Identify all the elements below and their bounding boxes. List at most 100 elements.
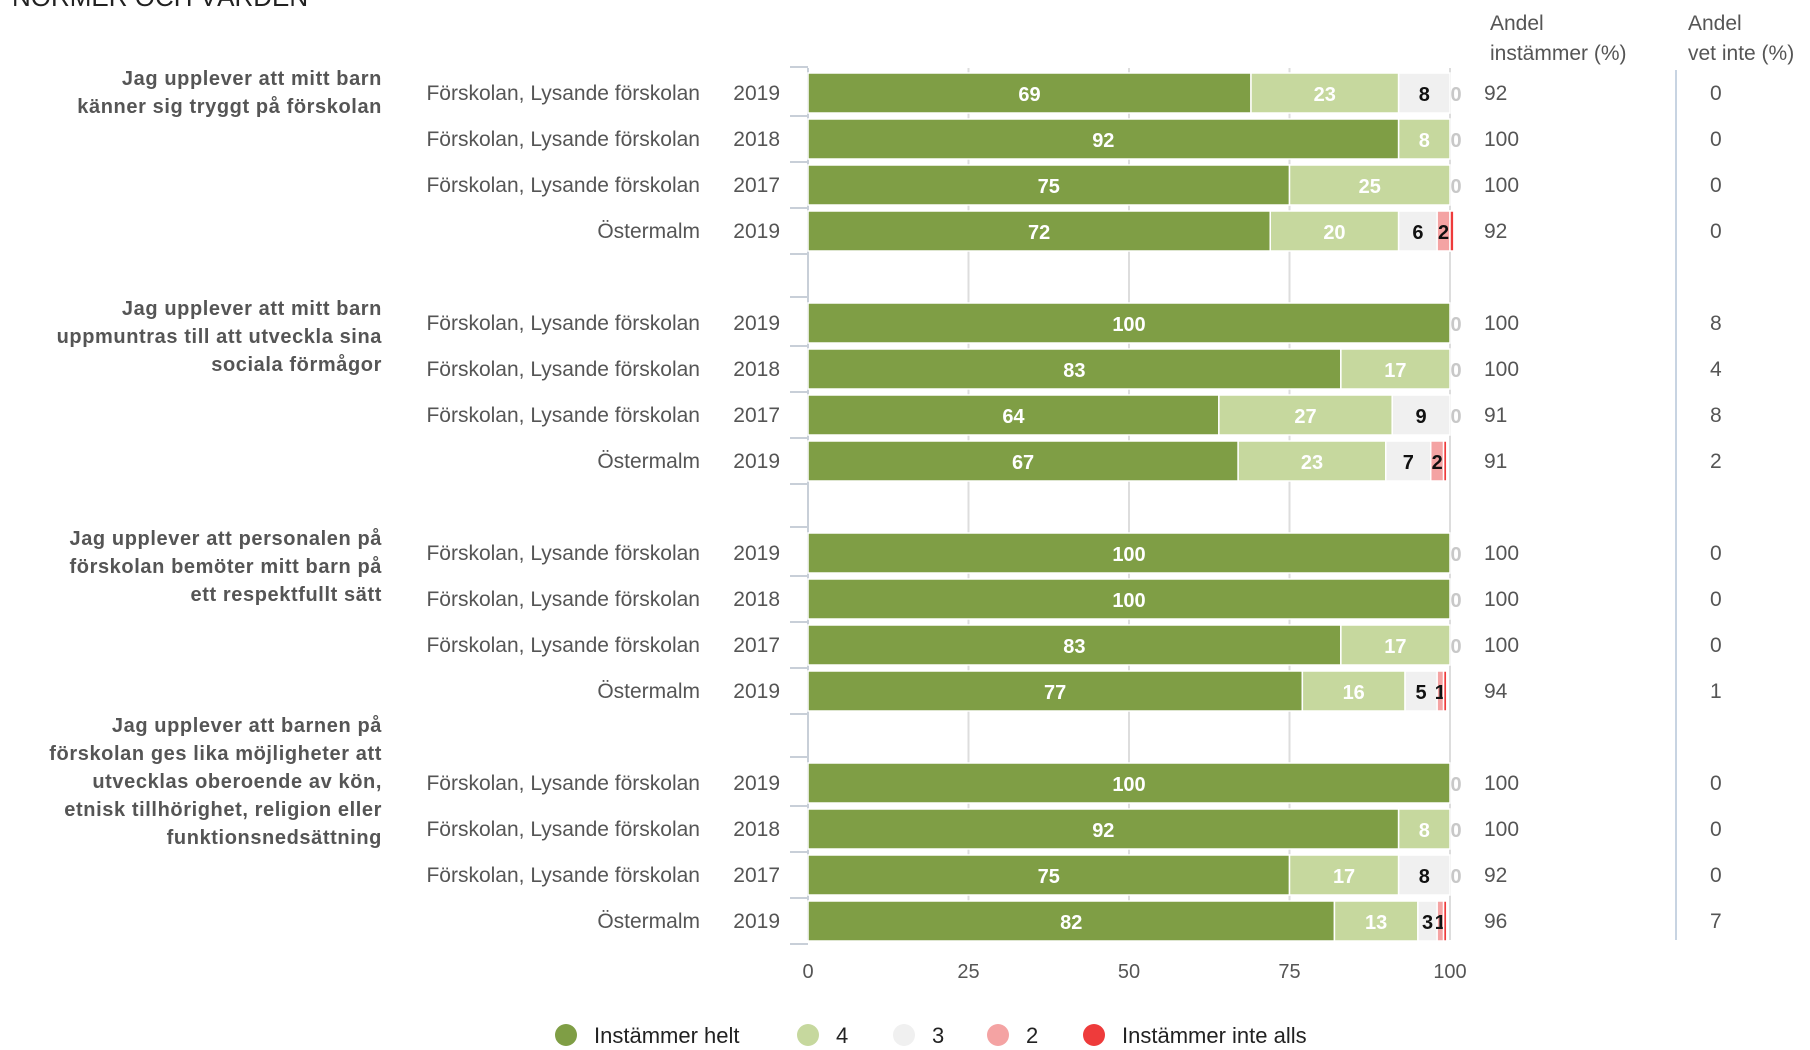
legend-label: 3 <box>932 1023 944 1048</box>
data-label: 100 <box>1112 544 1145 566</box>
agree-share-value: 100 <box>1484 358 1519 381</box>
agree-share-value: 96 <box>1484 910 1507 933</box>
dont-know-column-header: vet inte (%) <box>1688 42 1794 65</box>
x-tick-label: 75 <box>1278 961 1300 983</box>
bar-segment <box>1288 854 1400 896</box>
agree-share-value: 91 <box>1484 404 1507 427</box>
x-tick-label: 50 <box>1118 961 1140 983</box>
data-label: 0 <box>1450 406 1461 428</box>
data-label: 16 <box>1343 682 1365 704</box>
row-name-label: Förskolan, Lysande förskolan <box>426 864 700 887</box>
data-label: 3 <box>1422 912 1433 934</box>
bar-segment <box>1397 808 1451 850</box>
data-label: 23 <box>1314 84 1336 106</box>
dont-know-share-value: 0 <box>1710 542 1722 565</box>
bar-segment <box>807 532 1451 574</box>
data-label: 2 <box>1432 452 1443 474</box>
bar-segment <box>807 394 1220 436</box>
agree-share-value: 92 <box>1484 220 1507 243</box>
agree-share-value: 100 <box>1484 128 1519 151</box>
dont-know-share-value: 0 <box>1710 818 1722 841</box>
section-title: NORMER OCH VÄRDEN <box>12 0 308 12</box>
agree-column-header: instämmer (%) <box>1490 42 1627 65</box>
bar-segment <box>807 670 1304 712</box>
bar-segment <box>1301 670 1406 712</box>
row-year-label: 2017 <box>733 174 780 197</box>
agree-share-value: 92 <box>1484 82 1507 105</box>
bar-segment <box>1333 900 1419 942</box>
data-label: 20 <box>1323 222 1345 244</box>
row-name-label: Förskolan, Lysande förskolan <box>426 174 700 197</box>
question-label: uppmuntras till att utveckla sina <box>57 326 383 348</box>
dont-know-share-value: 8 <box>1710 312 1722 335</box>
bar-segment <box>1385 440 1432 482</box>
data-label: 17 <box>1384 360 1406 382</box>
dont-know-share-value: 2 <box>1710 450 1722 473</box>
bar-segment <box>1340 348 1451 390</box>
bar-segment <box>1237 440 1387 482</box>
row-name-label: Östermalm <box>597 220 700 243</box>
data-label: 92 <box>1092 820 1114 842</box>
row-year-label: 2019 <box>733 910 780 933</box>
data-label: 6 <box>1412 222 1423 244</box>
bar-segment <box>1397 118 1451 160</box>
dont-know-share-value: 1 <box>1710 680 1722 703</box>
bar-segment <box>807 762 1451 804</box>
question-label: funktionsnedsättning <box>167 827 382 849</box>
agree-column-header: Andel <box>1490 12 1544 35</box>
data-label: 0 <box>1450 636 1461 658</box>
agree-share-value: 100 <box>1484 634 1519 657</box>
legend-marker <box>987 1024 1009 1046</box>
bar-segment <box>1397 72 1451 114</box>
data-label: 7 <box>1403 452 1414 474</box>
row-name-label: Förskolan, Lysande förskolan <box>426 128 700 151</box>
bar-segment <box>807 578 1451 620</box>
data-label: 0 <box>1450 360 1461 382</box>
agree-share-value: 91 <box>1484 450 1507 473</box>
bar-segment <box>1340 624 1451 666</box>
dont-know-share-value: 0 <box>1710 588 1722 611</box>
question-label: Jag upplever att mitt barn <box>122 68 382 90</box>
legend-label: Instämmer helt <box>594 1023 740 1048</box>
data-label: 0 <box>1450 176 1461 198</box>
data-label: 9 <box>1416 406 1427 428</box>
row-year-label: 2017 <box>733 864 780 887</box>
bar-segment <box>807 302 1451 344</box>
row-year-label: 2017 <box>733 634 780 657</box>
data-label: 0 <box>1450 866 1461 888</box>
question-label: Jag upplever att barnen på <box>112 714 382 737</box>
data-label: 0 <box>1450 774 1461 796</box>
data-label: 0 <box>1450 820 1461 842</box>
data-label: 64 <box>1002 406 1025 428</box>
dont-know-share-value: 8 <box>1710 404 1722 427</box>
row-year-label: 2019 <box>733 82 780 105</box>
data-label: 27 <box>1294 406 1316 428</box>
dont-know-share-value: 0 <box>1710 220 1722 243</box>
row-year-label: 2018 <box>733 128 780 151</box>
legend-marker <box>1083 1024 1105 1046</box>
row-name-label: Förskolan, Lysande förskolan <box>426 312 700 335</box>
row-name-label: Östermalm <box>597 680 700 703</box>
bar-segment <box>807 164 1291 206</box>
data-label: 0 <box>1450 544 1461 566</box>
bar-segment <box>1442 440 1448 482</box>
row-name-label: Förskolan, Lysande förskolan <box>426 542 700 565</box>
bar-segment <box>1397 210 1438 252</box>
row-year-label: 2019 <box>733 220 780 243</box>
agree-share-value: 100 <box>1484 174 1519 197</box>
bar-segment <box>1404 670 1438 712</box>
data-label: 92 <box>1092 130 1114 152</box>
data-label: 8 <box>1419 84 1430 106</box>
x-tick-label: 100 <box>1433 961 1466 983</box>
row-year-label: 2019 <box>733 680 780 703</box>
agree-share-value: 100 <box>1484 772 1519 795</box>
row-year-label: 2017 <box>733 404 780 427</box>
dont-know-share-value: 0 <box>1710 772 1722 795</box>
agree-share-value: 92 <box>1484 864 1507 887</box>
agree-share-value: 100 <box>1484 588 1519 611</box>
question-label: känner sig tryggt på förskolan <box>77 95 382 118</box>
bar-segment <box>807 900 1336 942</box>
row-name-label: Förskolan, Lysande förskolan <box>426 818 700 841</box>
data-label: 100 <box>1112 314 1145 336</box>
data-label: 72 <box>1028 222 1050 244</box>
